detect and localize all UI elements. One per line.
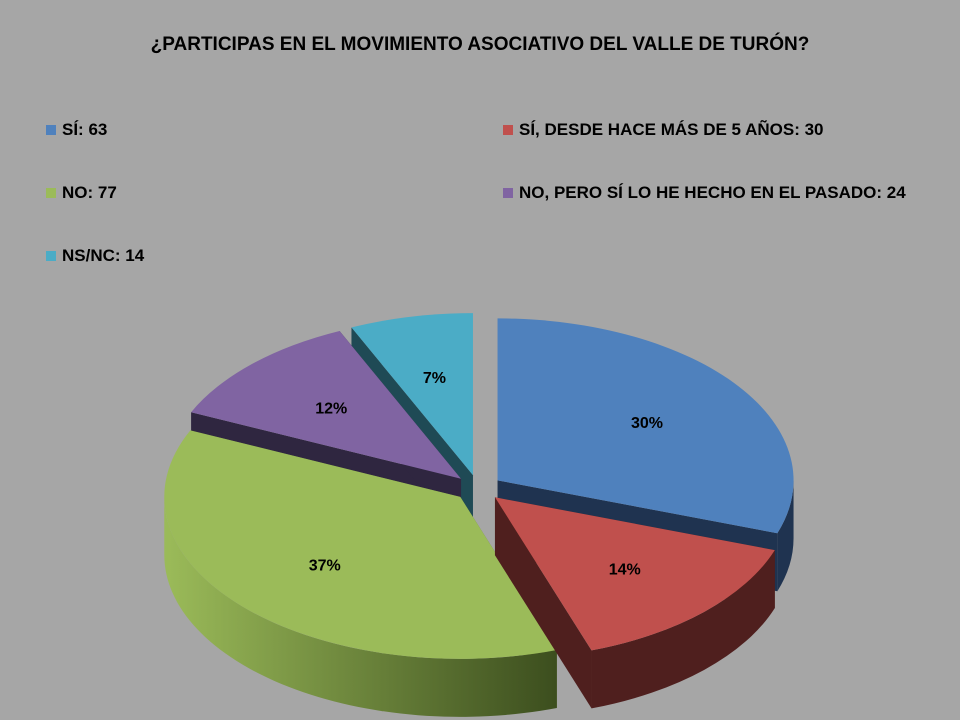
legend-swatch-si bbox=[46, 125, 56, 135]
slice-top-si-mas-5-anos bbox=[494, 497, 775, 651]
slice-label-si: 30% bbox=[631, 415, 663, 432]
slice-label-no-pasado: 12% bbox=[315, 401, 347, 418]
legend-swatch-si-mas-5-anos bbox=[503, 125, 513, 135]
legend-item-si-mas-5-anos: SÍ, DESDE HACE MÁS DE 5 AÑOS: 30 bbox=[503, 120, 824, 140]
slice-si-mas-5-anos bbox=[494, 497, 775, 709]
slice-side-si-mas-5-anos bbox=[591, 550, 775, 709]
slice-top-nsnc bbox=[351, 313, 473, 476]
slice-top-si bbox=[497, 318, 794, 534]
legend-item-no-pasado: NO, PERO SÍ LO HE HECHO EN EL PASADO: 24 bbox=[503, 183, 906, 203]
legend-item-no: NO: 77 bbox=[46, 183, 117, 203]
legend-label-si-mas-5-anos: SÍ, DESDE HACE MÁS DE 5 AÑOS: 30 bbox=[519, 120, 824, 139]
legend-label-si: SÍ: 63 bbox=[62, 120, 108, 139]
slice-label-si-mas-5-anos: 14% bbox=[609, 561, 641, 578]
slice-label-no: 37% bbox=[309, 558, 341, 575]
slice-top-no-pasado bbox=[191, 330, 462, 479]
legend-swatch-nsnc bbox=[46, 251, 56, 261]
legend-swatch-no bbox=[46, 188, 56, 198]
slice-label-nsnc: 7% bbox=[423, 370, 446, 387]
slice-side-no bbox=[164, 496, 557, 717]
legend-swatch-no-pasado bbox=[503, 188, 513, 198]
slice-side-si bbox=[777, 480, 794, 592]
legend-label-no-pasado: NO, PERO SÍ LO HE HECHO EN EL PASADO: 24 bbox=[519, 183, 906, 202]
legend-item-nsnc: NS/NC: 14 bbox=[46, 246, 144, 266]
slice-no bbox=[164, 430, 557, 717]
legend-label-no: NO: 77 bbox=[62, 183, 117, 202]
slice-wall-si-mas-5-anos-1 bbox=[494, 497, 592, 709]
legend-item-si: SÍ: 63 bbox=[46, 120, 107, 140]
slice-top-no bbox=[164, 430, 557, 659]
legend-label-nsnc: NS/NC: 14 bbox=[62, 246, 145, 265]
chart-title: ¿PARTICIPAS EN EL MOVIMIENTO ASOCIATIVO … bbox=[150, 34, 810, 55]
